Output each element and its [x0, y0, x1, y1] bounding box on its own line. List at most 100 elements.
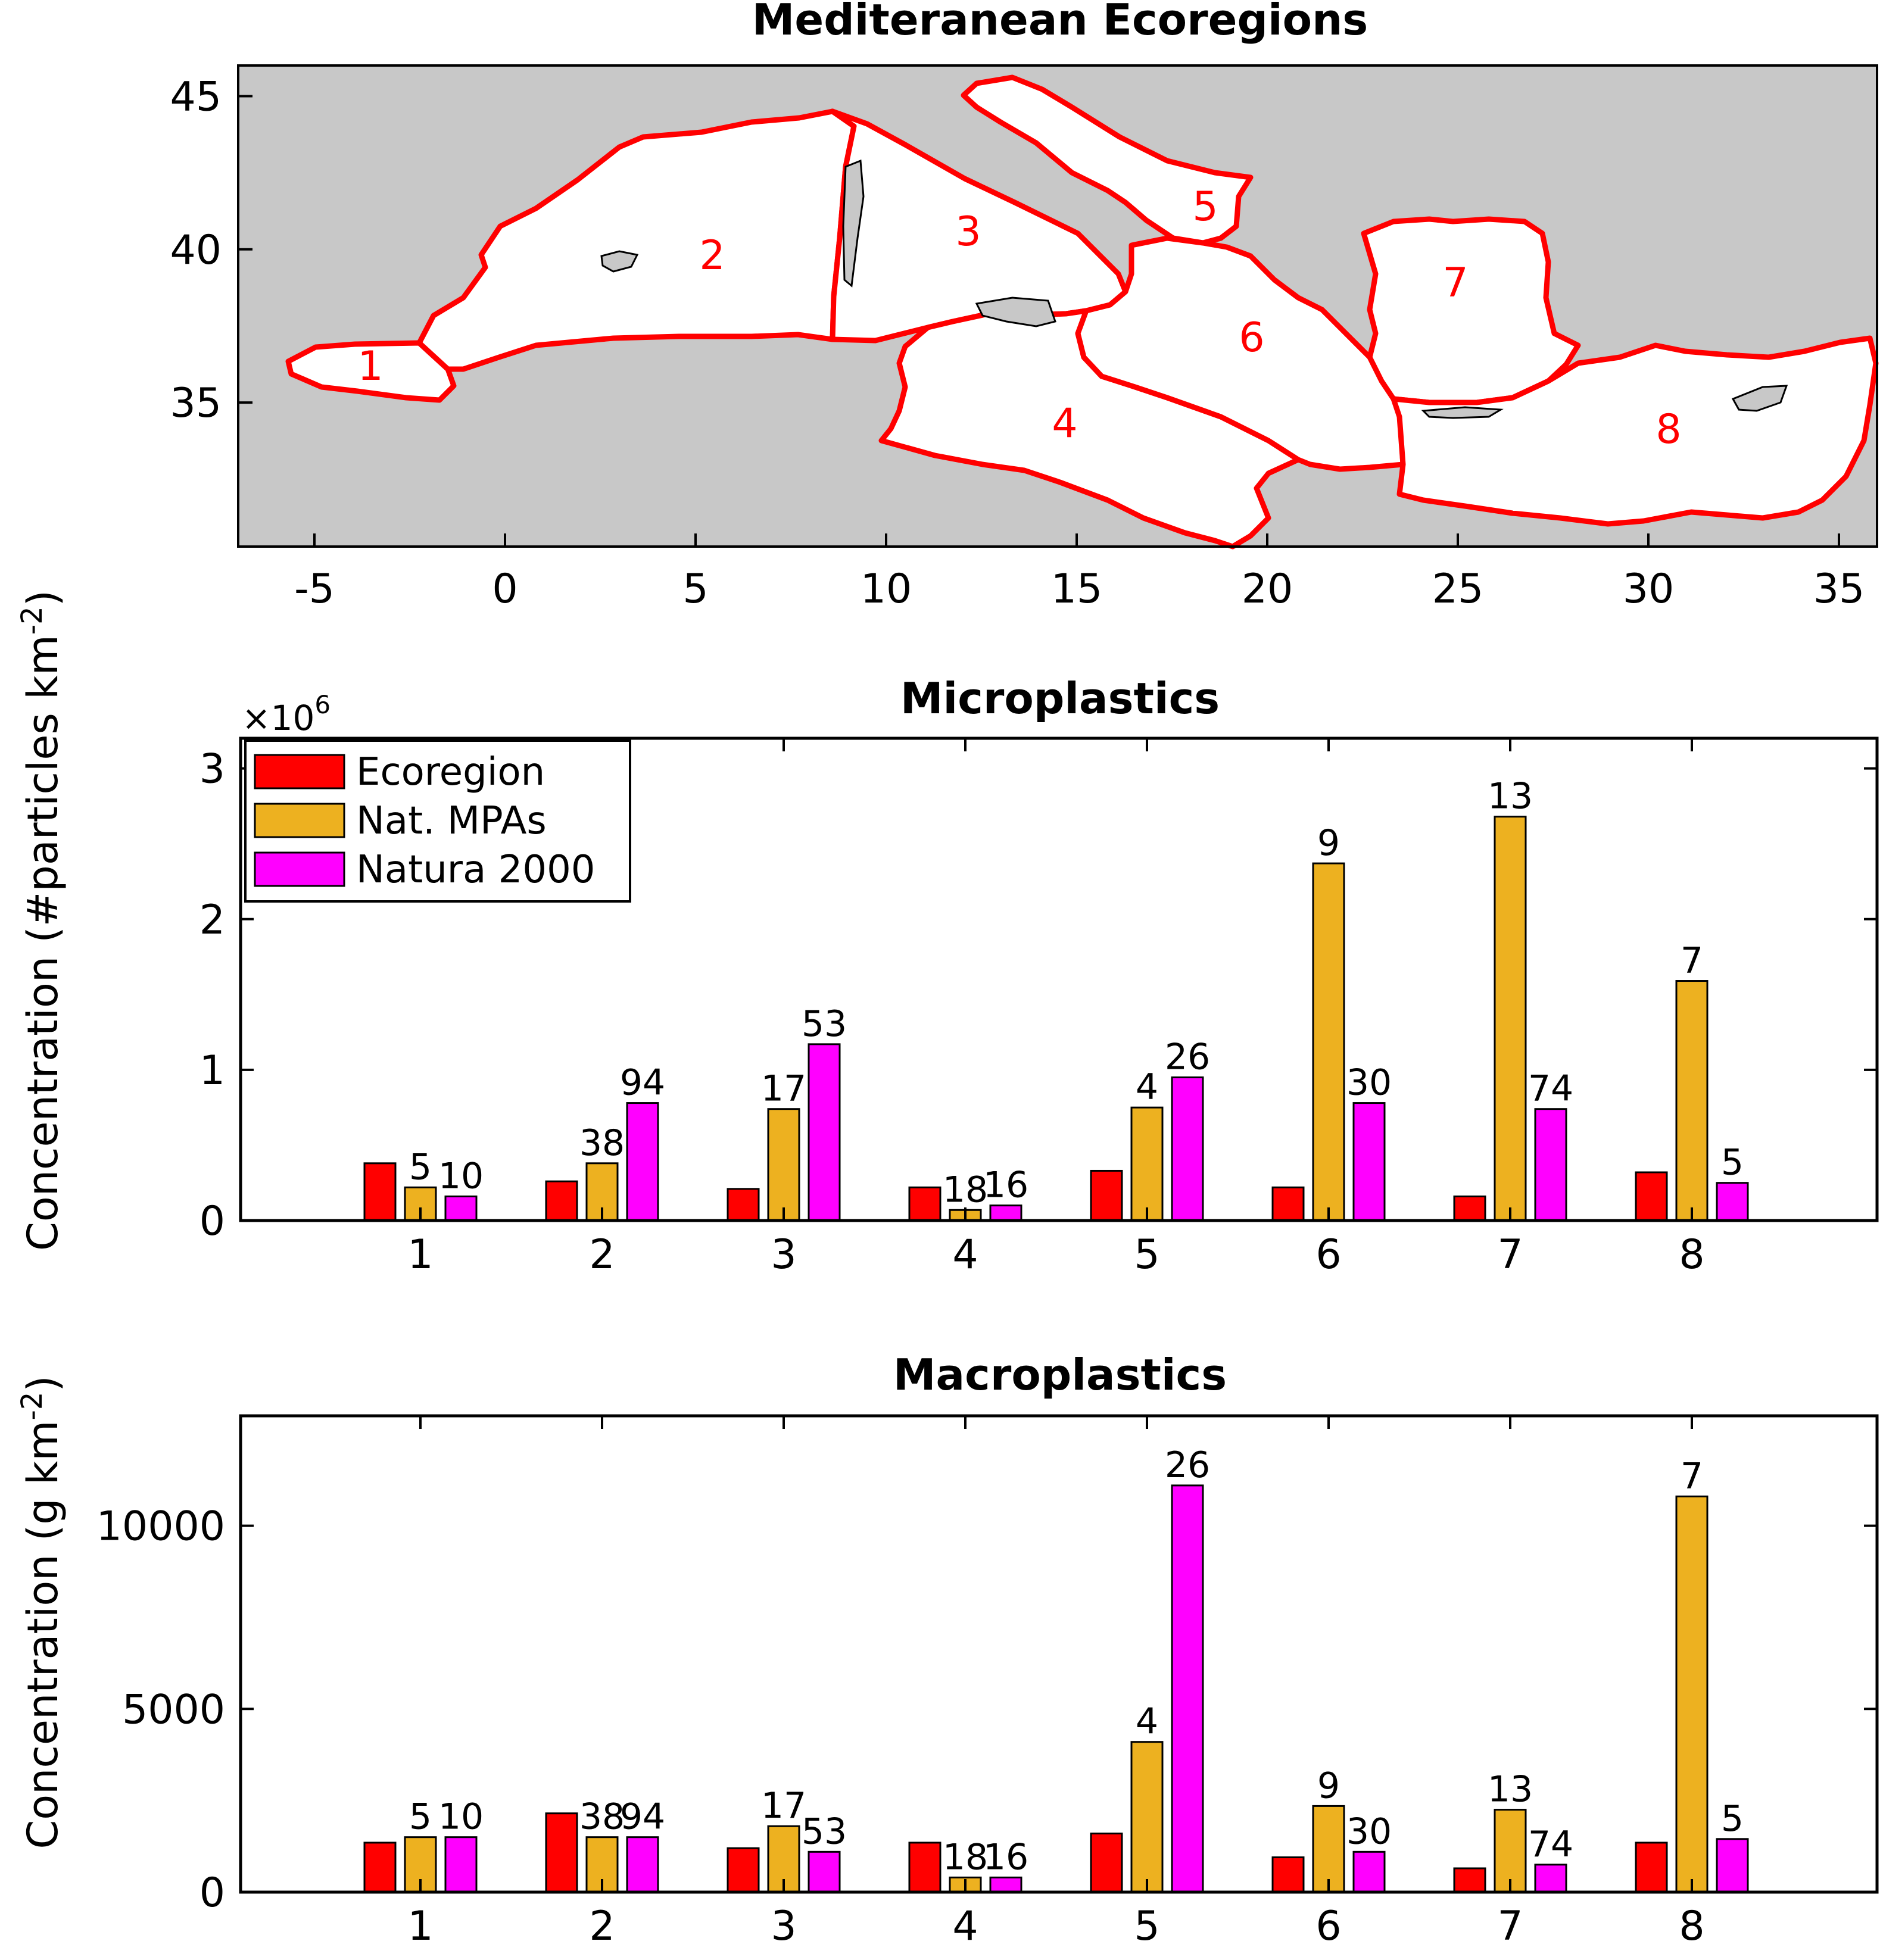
ecoregion-6-shape	[1075, 235, 1406, 472]
cyprus	[1731, 385, 1788, 412]
bar-natura-2000	[1716, 1838, 1749, 1893]
micro-title: Microplastics	[900, 673, 1220, 723]
bar-natura-2000	[1171, 1076, 1204, 1222]
bar-ecoregion	[1453, 1196, 1486, 1222]
bar-natura-2000	[1534, 1108, 1567, 1222]
bar-ecoregion	[727, 1188, 760, 1222]
macro-plot: 5 38 17 18 4 9 13 7 10 94 53 16 26 30 74 5 1 2 3 4 5 6 7 8 0 5000…	[96, 1414, 1879, 1950]
data-label: 17	[761, 1068, 806, 1110]
map-y-tick-label: 45	[170, 73, 222, 120]
y-tick-label: 10000	[96, 1503, 225, 1550]
data-label: 13	[1488, 776, 1533, 817]
map-x-tick-label: -5	[294, 566, 335, 613]
y-tick-label: 0	[199, 1870, 225, 1917]
legend-swatch-ecoregion	[254, 754, 345, 789]
data-label: 94	[620, 1796, 665, 1838]
bar-nat-mpas	[1675, 980, 1709, 1222]
x-tick-label: 6	[1315, 1903, 1341, 1950]
data-label: 53	[802, 1811, 847, 1852]
bar-natura-2000	[626, 1102, 659, 1222]
ecoregion-5-shape	[961, 74, 1254, 246]
map-y-tick-label: 35	[170, 380, 222, 427]
map-axes-frame	[237, 64, 1878, 548]
bar-natura-2000	[626, 1836, 659, 1893]
x-tick-label: 4	[952, 1903, 978, 1950]
map-islands	[600, 159, 1788, 419]
data-label: 26	[1165, 1444, 1210, 1486]
data-label: 74	[1528, 1068, 1573, 1110]
x-tick-label: 4	[952, 1231, 978, 1278]
corsica-sardinia	[842, 159, 865, 288]
region-label: 2	[699, 232, 725, 279]
data-label: 16	[983, 1836, 1028, 1878]
data-label: 7	[1681, 1455, 1703, 1497]
bar-nat-mpas	[1675, 1495, 1709, 1893]
legend-label-ecoregion: Ecoregion	[356, 750, 545, 794]
bar-ecoregion	[1090, 1169, 1123, 1222]
legend-label-mpa: Nat. MPAs	[356, 799, 547, 843]
data-label: 5	[409, 1146, 432, 1188]
micro-plot: 5 38 17 18 4 9 13 7 10 94 53 16 26 30 74 5 1 2 3 4 5 6 7 8 0 1 2 3	[199, 736, 1879, 1278]
bar-natura-2000	[1534, 1864, 1567, 1893]
y-tick-label: 5000	[122, 1686, 225, 1733]
data-label: 9	[1317, 1765, 1340, 1806]
bar-ecoregion	[1271, 1856, 1305, 1893]
x-tick-label: 1	[407, 1903, 433, 1950]
bar-ecoregion	[1635, 1171, 1668, 1222]
data-label: 30	[1346, 1062, 1392, 1104]
micro-y-multiplier: ×106	[242, 690, 331, 738]
legend-label-natura: Natura 2000	[356, 848, 596, 892]
bar-nat-mpas	[1130, 1741, 1164, 1893]
data-label: 5	[409, 1796, 432, 1838]
x-tick-label: 3	[771, 1903, 796, 1950]
bar-nat-mpas	[767, 1825, 800, 1893]
bar-natura-2000	[808, 1043, 841, 1222]
data-label: 4	[1136, 1701, 1158, 1743]
macro-ylabel: Concentration (g km-2)	[15, 1375, 67, 1849]
y-tick-label: 0	[199, 1198, 225, 1245]
data-label: 30	[1346, 1811, 1392, 1852]
bar-nat-mpas	[1494, 1809, 1527, 1893]
x-tick-label: 3	[771, 1231, 796, 1278]
bar-nat-mpas	[1312, 1805, 1345, 1893]
bar-natura-2000	[808, 1850, 841, 1893]
data-label: 10	[438, 1156, 484, 1197]
bar-nat-mpas	[1494, 816, 1527, 1222]
legend-swatch-natura	[254, 851, 345, 887]
bar-ecoregion	[545, 1180, 578, 1222]
bar-nat-mpas	[1312, 862, 1345, 1222]
ecoregion-1-shape	[285, 340, 457, 403]
x-tick-label: 8	[1679, 1231, 1704, 1278]
region-label: 6	[1239, 314, 1264, 361]
y-tick-label: 2	[199, 897, 225, 944]
axes-frame	[239, 1414, 1879, 1894]
data-label: 10	[438, 1796, 484, 1838]
bar-ecoregion	[1090, 1833, 1123, 1893]
data-label: 38	[579, 1796, 625, 1838]
bar-natura-2000	[1352, 1850, 1386, 1893]
data-label: 18	[943, 1836, 988, 1878]
bar-ecoregion	[1271, 1186, 1305, 1222]
bar-ecoregion	[545, 1812, 578, 1893]
x-tick-label: 5	[1134, 1903, 1159, 1950]
map-y-tick-label: 40	[170, 227, 222, 274]
x-tick-label: 7	[1497, 1231, 1523, 1278]
ecoregion-8-shape	[1391, 335, 1879, 527]
bar-ecoregion	[363, 1842, 397, 1893]
bar-ecoregion	[1635, 1842, 1668, 1893]
bar-ecoregion	[727, 1847, 760, 1893]
region-label: 7	[1442, 260, 1468, 307]
sicily	[975, 297, 1056, 327]
balearic-island	[600, 250, 639, 273]
data-label: 74	[1528, 1824, 1573, 1865]
data-label: 4	[1136, 1066, 1158, 1108]
microplastics-panel: Microplastics ×106 538171849137109453162…	[15, 590, 1879, 1278]
x-tick-label: 1	[407, 1231, 433, 1278]
map-x-tick-label: 5	[682, 566, 708, 613]
data-label: 5	[1721, 1142, 1744, 1184]
region-label: 1	[357, 343, 383, 390]
x-tick-label: 7	[1497, 1903, 1523, 1950]
map-x-tick-label: 20	[1242, 566, 1293, 613]
